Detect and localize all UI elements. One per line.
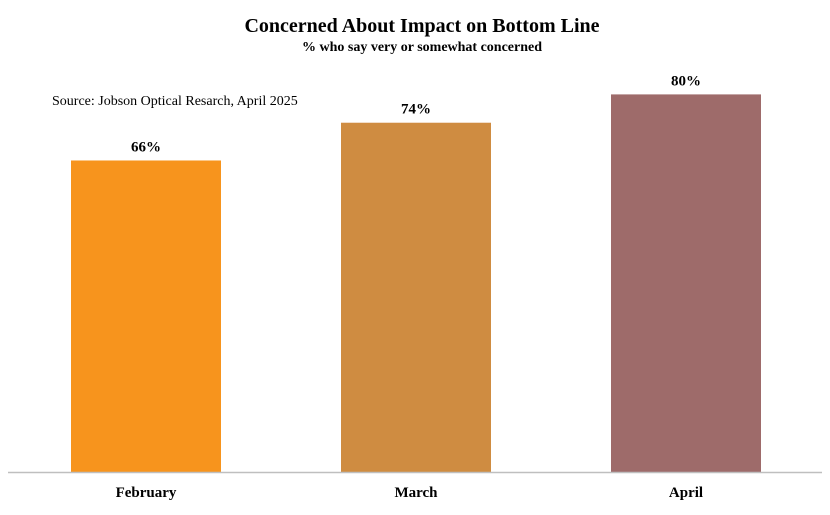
data-label-april: 80%: [671, 73, 701, 89]
data-labels-group: 66% 74% 80%: [131, 73, 701, 155]
category-label-april: April: [669, 485, 703, 501]
chart-title: Concerned About Impact on Bottom Line: [244, 15, 599, 37]
category-label-february: February: [116, 485, 177, 501]
chart-subtitle: % who say very or somewhat concerned: [302, 40, 542, 55]
bar-february: [71, 160, 221, 473]
bar-march: [341, 122, 491, 472]
data-label-february: 66%: [131, 139, 161, 155]
bar-april: [611, 94, 761, 473]
category-labels-group: February March April: [116, 485, 704, 501]
bars-group: [71, 94, 761, 473]
chart-source: Source: Jobson Optical Resarch, April 20…: [52, 94, 298, 109]
category-label-march: March: [394, 485, 438, 501]
data-label-march: 74%: [401, 102, 431, 118]
